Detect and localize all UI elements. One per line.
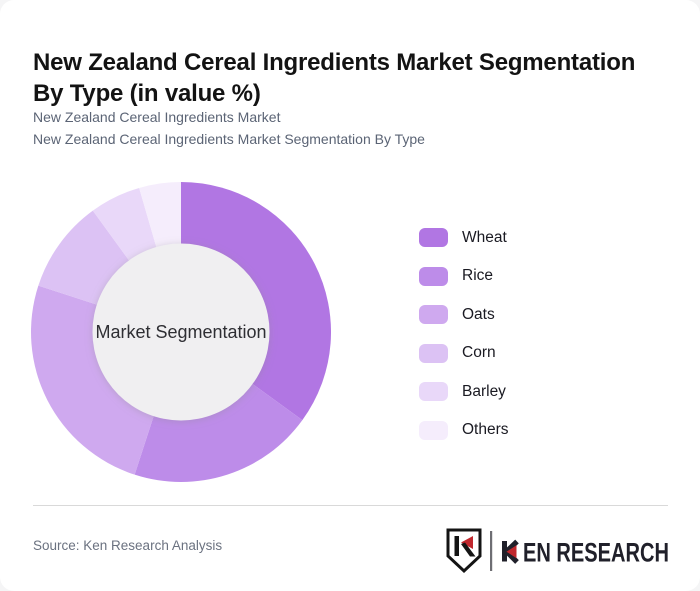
donut-center-label: Market Segmentation (95, 322, 266, 342)
source-text: Source: Ken Research Analysis (33, 538, 223, 553)
page-title: New Zealand Cereal Ingredients Market Se… (33, 47, 688, 109)
chart-legend: Wheat Rice Oats Corn Barley Others (419, 228, 509, 459)
legend-swatch-others (419, 420, 448, 440)
legend-label-corn: Corn (462, 344, 496, 361)
legend-label-oats: Oats (462, 305, 495, 323)
shield-monogram-icon (446, 528, 482, 574)
legend-swatch-oats (419, 305, 448, 324)
chart-subtitle-segmentation: New Zealand Cereal Ingredients Market Se… (33, 130, 425, 147)
legend-label-rice: Rice (462, 267, 494, 284)
logo-wordmark: EN RESEARCH (502, 538, 668, 568)
logo-wordmark-text: EN RESEARCH (523, 538, 668, 568)
chart-subtitle-market: New Zealand Cereal Ingredients Market (33, 109, 281, 125)
legend-swatch-rice (419, 266, 448, 286)
page-title-line-1: New Zealand Cereal Ingredients Market Se… (33, 49, 636, 77)
legend-item-corn: Corn (419, 343, 509, 363)
legend-swatch-wheat (419, 228, 448, 247)
legend-item-rice: Rice (419, 266, 509, 286)
legend-item-oats: Oats (419, 305, 509, 324)
donut-chart: Market Segmentation (31, 182, 331, 482)
legend-item-wheat: Wheat (419, 228, 509, 247)
legend-swatch-barley (419, 382, 448, 401)
ken-research-logo: EN RESEARCH (446, 528, 668, 574)
legend-label-wheat: Wheat (462, 228, 507, 246)
chart-subtitles: New Zealand Cereal Ingredients Market Ne… (33, 107, 425, 150)
legend-label-others: Others (462, 421, 509, 438)
footer-divider (33, 505, 668, 506)
legend-swatch-corn (419, 343, 448, 363)
page-title-line-2: By Type (in value %) (33, 80, 261, 108)
legend-label-barley: Barley (462, 382, 506, 400)
legend-item-others: Others (419, 420, 509, 440)
legend-item-barley: Barley (419, 382, 509, 401)
donut-center-circle (92, 243, 270, 421)
logo-separator (490, 531, 493, 571)
